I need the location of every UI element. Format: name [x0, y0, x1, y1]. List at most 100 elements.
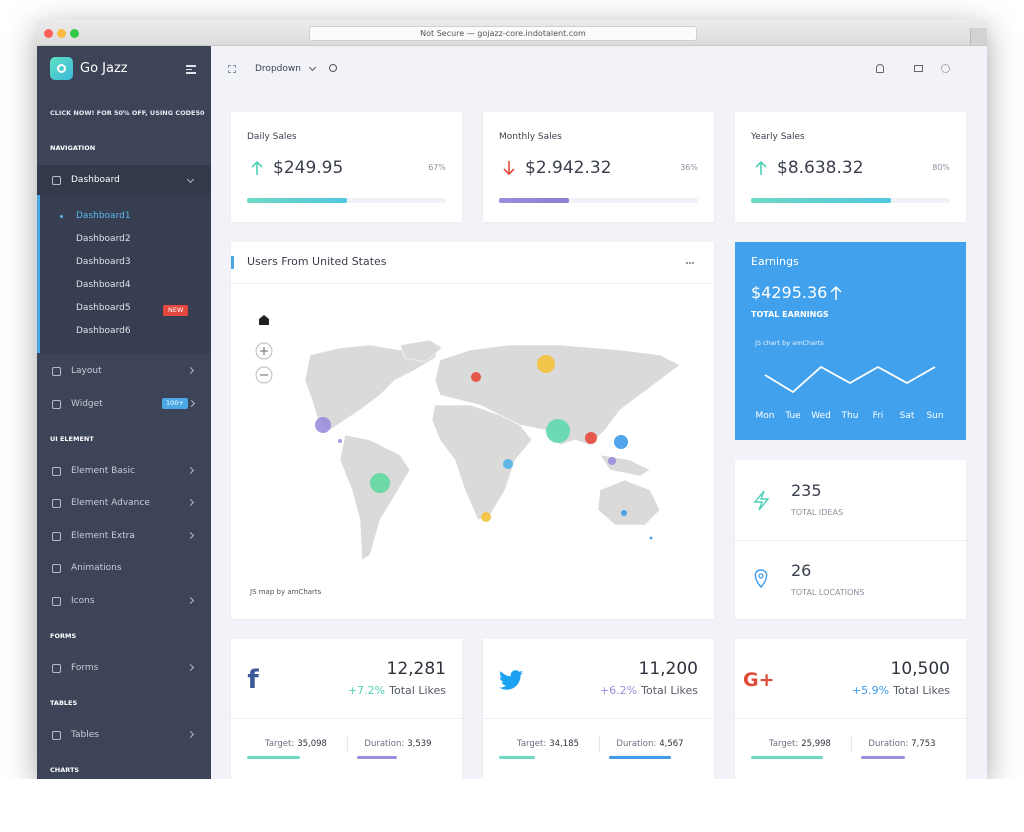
topbar-dropdown[interactable]: Dropdown — [255, 64, 301, 74]
menu-toggle-line[interactable] — [186, 72, 196, 74]
likes-change: +5.9% — [851, 684, 890, 697]
settings-icon[interactable] — [941, 64, 950, 73]
menu-icon — [52, 399, 61, 409]
map-title: Users From United States — [247, 255, 387, 268]
submenu-item[interactable]: Dashboard4 — [76, 280, 131, 290]
arrow-up — [755, 160, 767, 175]
title-accent — [231, 256, 234, 269]
more-dot[interactable] — [692, 262, 694, 264]
menu-item[interactable]: Element Extra — [71, 530, 135, 541]
arrow-up — [830, 285, 842, 300]
close-button[interactable] — [44, 29, 53, 38]
metric: Target: 35,098 — [241, 734, 351, 754]
brand-name: Go Jazz — [80, 61, 128, 76]
location-dot — [758, 573, 764, 579]
sidebar-heading: TABLES — [50, 698, 78, 707]
metric-label: Duration: — [364, 739, 405, 749]
card-divider — [231, 718, 462, 719]
twitter-bird — [499, 670, 524, 690]
social-likes: 12,281 — [386, 659, 446, 679]
menu-toggle-line[interactable] — [186, 65, 196, 67]
notification-icon[interactable] — [876, 64, 884, 73]
map-bubble — [471, 372, 481, 382]
submenu-item[interactable]: Dashboard5 — [76, 303, 131, 313]
social-card — [483, 639, 714, 779]
menu-toggle-line[interactable] — [186, 68, 192, 70]
stat-title: Yearly Sales — [751, 132, 805, 142]
submenu-item[interactable]: Dashboard2 — [76, 234, 131, 244]
menu-icon — [52, 367, 61, 376]
likes-change: +6.2% — [599, 684, 638, 697]
metric-bar — [247, 756, 300, 759]
map-bubble — [315, 417, 331, 433]
sidebar-heading: NAVIGATION — [50, 144, 96, 152]
menu-item[interactable]: Layout — [71, 366, 102, 376]
menu-item[interactable]: Element Basic — [71, 465, 135, 476]
metric-bar — [751, 756, 823, 759]
land — [399, 339, 443, 363]
info-card — [735, 460, 966, 619]
trend-arrow — [503, 161, 515, 176]
stat-title: Monthly Sales — [499, 132, 562, 142]
arrow-down — [503, 161, 515, 176]
metric-divider — [599, 736, 600, 753]
metric-divider — [347, 736, 348, 753]
active-dot — [60, 214, 63, 218]
metric-value: 34,185 — [549, 739, 579, 749]
likes-label: Total Likes — [641, 684, 698, 697]
metric-bar — [357, 756, 397, 759]
map-bubble — [585, 432, 597, 444]
more-dot[interactable] — [686, 262, 688, 264]
arrow-up — [251, 160, 263, 175]
likes-label: Total Likes — [389, 684, 446, 697]
menu-item[interactable]: Icons — [71, 595, 95, 606]
menu-item[interactable]: Element Advance — [71, 498, 150, 508]
stat-value: $2.942.32 — [525, 158, 612, 178]
metric: Target: 25,998 — [745, 734, 855, 754]
menu-item[interactable]: Forms — [71, 662, 99, 673]
fullscreen-icon[interactable] — [228, 65, 236, 73]
menu-item[interactable]: Dashboard — [71, 175, 120, 185]
metric-bar — [861, 756, 905, 759]
menu-item[interactable]: Animations — [71, 563, 122, 573]
likes-change-line: +5.9% Total Likes — [852, 681, 950, 701]
info-value: 235 — [791, 481, 822, 500]
progress-fill — [247, 198, 347, 203]
earnings-title: Earnings — [751, 255, 799, 268]
search-icon[interactable] — [329, 64, 337, 72]
metric-value: 35,098 — [297, 739, 327, 749]
stat-percent: 67% — [428, 163, 446, 172]
land — [431, 404, 533, 521]
submenu-item[interactable]: Dashboard1 — [76, 211, 131, 221]
progress-track — [499, 198, 698, 203]
info-label: TOTAL IDEAS — [791, 508, 844, 517]
menu-item[interactable]: Widget — [71, 398, 103, 409]
submenu-item[interactable]: Dashboard3 — [76, 257, 131, 267]
stat-percent: 80% — [932, 163, 950, 172]
metric-value: 4,567 — [659, 739, 684, 749]
metric-label: Duration: — [868, 739, 909, 749]
promo-text: CLICK NOW! FOR 50% OFF, USING CODE50 — [50, 109, 205, 117]
card-divider — [483, 718, 714, 719]
address-bar[interactable] — [309, 26, 697, 41]
map-bubble — [546, 419, 570, 443]
more-dot[interactable] — [689, 262, 691, 264]
earnings-credit: JS chart by amCharts — [755, 339, 824, 347]
stat-percent: 36% — [680, 163, 698, 172]
social-likes: 11,200 — [638, 659, 698, 679]
zoom-button[interactable] — [70, 29, 79, 38]
minimize-button[interactable] — [57, 29, 66, 38]
zoom-in-sign — [260, 347, 268, 355]
submenu-item[interactable]: Dashboard6 — [76, 326, 131, 336]
progress-fill — [499, 198, 569, 203]
menu-item[interactable]: Tables — [71, 729, 99, 740]
new-tab-button[interactable] — [970, 28, 987, 45]
likes-change-line: +6.2% Total Likes — [600, 681, 698, 701]
land — [597, 479, 661, 526]
active-menu-row[interactable] — [37, 165, 211, 195]
mail-icon[interactable] — [914, 65, 923, 72]
metric-label: Duration: — [616, 739, 657, 749]
metric-divider — [851, 736, 852, 753]
